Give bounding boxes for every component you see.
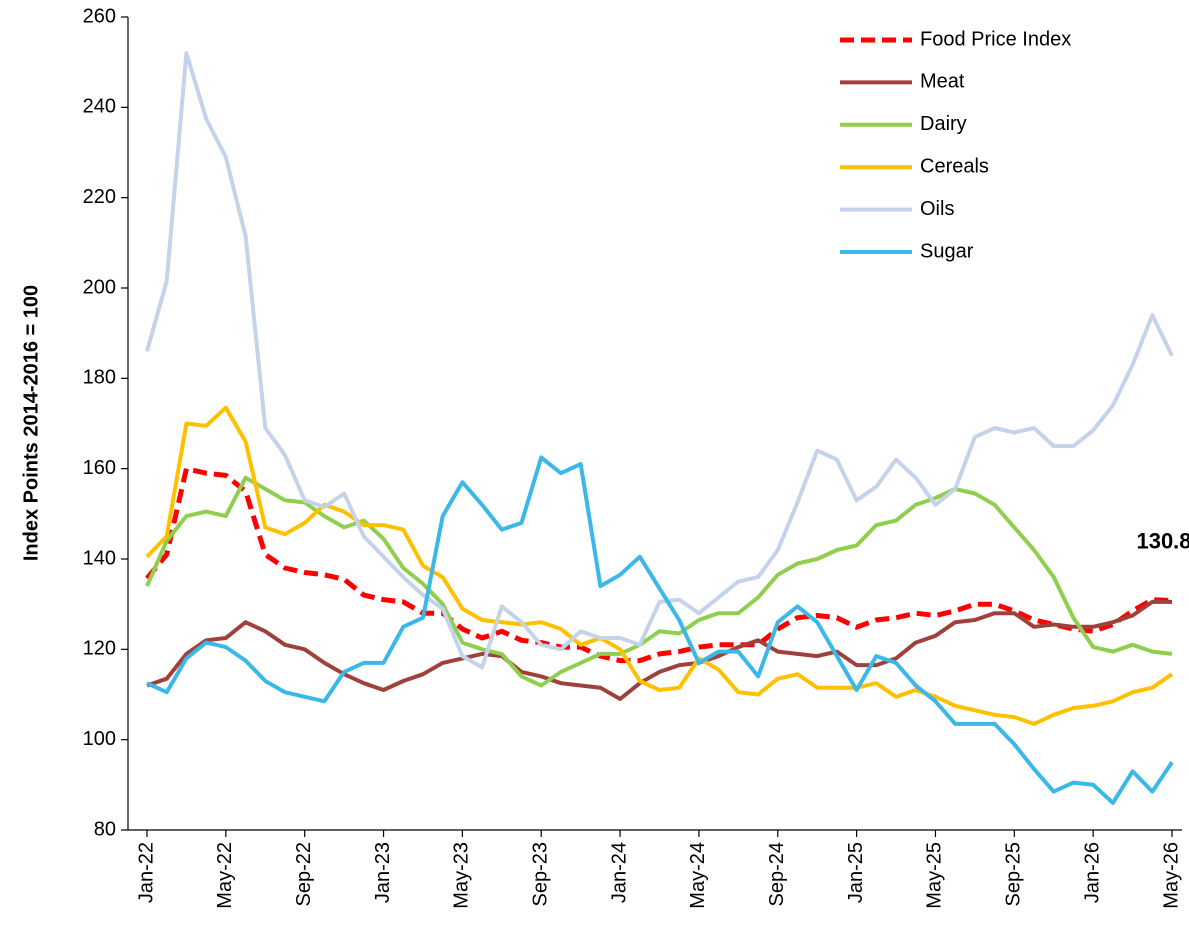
y-tick-label: 120 <box>83 638 116 660</box>
x-tick-label: Jan-24 <box>608 842 630 903</box>
x-tick-label: Jan-26 <box>1081 842 1103 903</box>
series-line <box>145 466 1173 664</box>
x-tick-label: Sep-24 <box>766 842 788 907</box>
y-tick-label: 80 <box>94 818 116 840</box>
y-tick-label: 180 <box>83 367 116 389</box>
x-tick-label: Sep-22 <box>293 842 315 907</box>
x-tick-label: May-23 <box>451 842 473 909</box>
legend-label: Food Price Index <box>920 28 1071 50</box>
x-tick-label: Sep-23 <box>530 842 552 907</box>
series-line <box>146 455 1174 805</box>
x-tick-label: Jan-23 <box>372 842 394 903</box>
legend-label: Meat <box>920 71 965 93</box>
y-tick-label: 100 <box>83 728 116 750</box>
y-axis-label: Index Points 2014-2016 = 100 <box>20 285 42 561</box>
x-tick-label: Sep-25 <box>1003 842 1025 907</box>
annotation: 130.8 <box>1136 528 1189 553</box>
y-tick-label: 160 <box>83 457 116 479</box>
series-line <box>145 51 1174 670</box>
y-tick-label: 220 <box>83 186 116 208</box>
y-tick-label: 260 <box>83 5 116 27</box>
x-tick-label: May-24 <box>687 842 709 909</box>
x-tick-label: May-22 <box>214 842 236 909</box>
legend-label: Cereals <box>920 155 989 177</box>
legend-label: Dairy <box>920 113 967 135</box>
x-tick-label: May-26 <box>1160 842 1182 909</box>
y-tick-label: 200 <box>83 276 116 298</box>
series-line <box>146 599 1172 701</box>
x-tick-label: Jan-25 <box>845 842 867 903</box>
y-tick-label: 240 <box>83 96 116 118</box>
x-tick-label: May-25 <box>924 842 946 909</box>
legend-label: Oils <box>920 198 954 220</box>
x-tick-label: Jan-22 <box>135 842 157 903</box>
series-line <box>145 405 1174 726</box>
y-tick-label: 140 <box>83 547 116 569</box>
legend-label: Sugar <box>920 240 974 262</box>
